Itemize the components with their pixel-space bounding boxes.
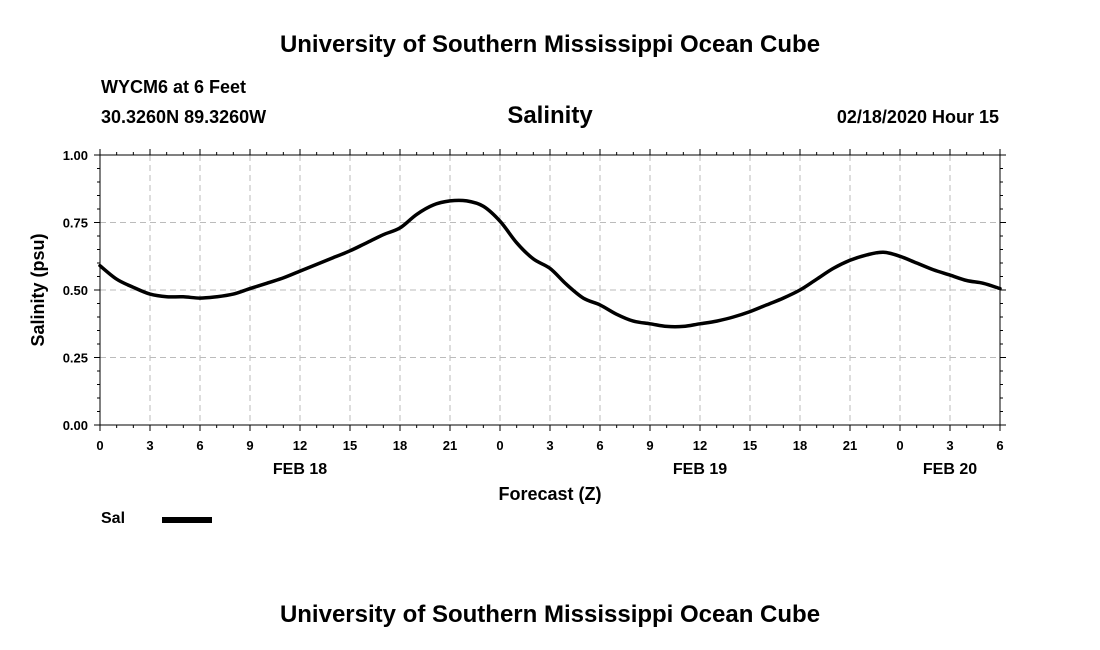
page-title-top: University of Southern Mississippi Ocean… — [279, 31, 821, 58]
y-axis-label: Salinity (psu) — [28, 233, 48, 346]
axis-ticks — [94, 149, 1006, 431]
x-tick-label: 6 — [996, 438, 1003, 453]
x-tick-label: 0 — [496, 438, 503, 453]
station-label: WYCM6 at 6 Feet — [101, 77, 247, 97]
x-tick-label: 21 — [443, 438, 457, 453]
y-tick-label: 1.00 — [63, 148, 88, 163]
x-tick-label: 6 — [196, 438, 203, 453]
y-tick-label: 0.75 — [63, 216, 88, 231]
x-tick-label: 3 — [546, 438, 553, 453]
x-tick-label: 9 — [246, 438, 253, 453]
forecast-timestamp: 02/18/2020 Hour 15 — [836, 107, 999, 127]
legend-swatch — [162, 517, 212, 523]
x-tick-label: 3 — [146, 438, 153, 453]
legend-label: Sal — [101, 510, 126, 527]
x-tick-label: 12 — [293, 438, 307, 453]
x-tick-label: 3 — [946, 438, 953, 453]
chart-grid — [100, 155, 1000, 425]
y-tick-labels: 0.00 0.25 0.50 0.75 1.00 — [63, 148, 88, 433]
x-tick-label: 0 — [896, 438, 903, 453]
date-labels: FEB 18 FEB 19 FEB 20 — [273, 461, 977, 478]
x-tick-label: 6 — [596, 438, 603, 453]
station-coordinates: 30.3260N 89.3260W — [101, 107, 267, 127]
x-tick-label: 9 — [646, 438, 653, 453]
date-label: FEB 18 — [273, 461, 327, 478]
x-tick-label: 18 — [393, 438, 407, 453]
salinity-series-line — [98, 198, 1002, 329]
x-tick-label: 15 — [743, 438, 757, 453]
date-label: FEB 20 — [923, 461, 977, 478]
x-tick-label: 12 — [693, 438, 707, 453]
date-label: FEB 19 — [673, 461, 727, 478]
y-tick-label: 0.25 — [63, 351, 88, 366]
x-tick-label: 21 — [843, 438, 857, 453]
x-tick-label: 18 — [793, 438, 807, 453]
page-title-bottom: University of Southern Mississippi Ocean… — [279, 601, 821, 628]
y-tick-label: 0.50 — [63, 283, 88, 298]
y-tick-label: 0.00 — [63, 418, 88, 433]
x-axis-label: Forecast (Z) — [498, 484, 601, 504]
x-tick-label: 15 — [343, 438, 357, 453]
x-tick-labels: 0 3 6 9 12 15 18 21 0 3 6 9 12 15 18 21 0 3 6 — [96, 438, 1003, 453]
x-tick-label: 0 — [96, 438, 103, 453]
chart-title: Salinity — [507, 102, 593, 129]
